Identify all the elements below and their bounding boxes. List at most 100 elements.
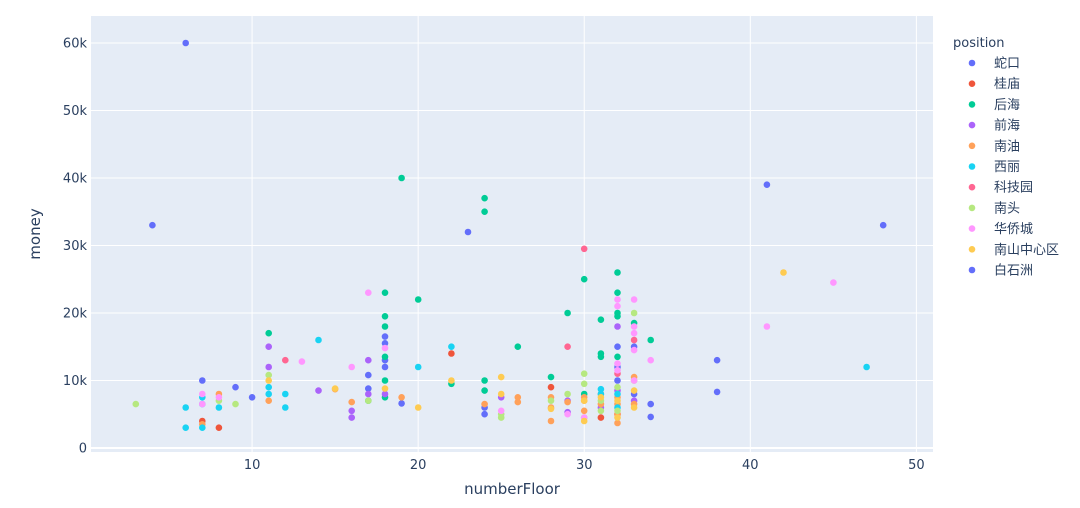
legend-title: position: [953, 36, 1005, 51]
data-point: [265, 363, 273, 371]
data-point: [580, 370, 588, 378]
data-point: [630, 387, 638, 394]
legend-item[interactable]: 白石洲: [968, 263, 1033, 279]
data-point: [597, 394, 605, 401]
data-point: [481, 410, 488, 418]
data-point: [580, 407, 588, 415]
data-point: [630, 336, 638, 344]
data-point: [647, 356, 654, 364]
data-point: [398, 394, 405, 401]
data-point: [481, 377, 488, 384]
data-point: [564, 309, 571, 317]
legend-item[interactable]: 南山中心区: [968, 242, 1059, 258]
data-point: [763, 323, 771, 330]
data-point: [414, 404, 422, 411]
x-tick-label: 20: [410, 458, 427, 473]
data-point: [879, 221, 887, 229]
series-10: [265, 269, 787, 425]
data-point: [763, 181, 771, 188]
data-point: [381, 377, 389, 384]
legend-label: 科技园: [994, 181, 1033, 196]
data-point: [630, 346, 638, 354]
legend-item[interactable]: 西丽: [968, 160, 1020, 175]
data-point: [315, 336, 322, 344]
legend-item[interactable]: 南头: [968, 200, 1020, 216]
data-point: [614, 353, 621, 361]
data-point: [564, 343, 571, 351]
data-point: [614, 397, 621, 405]
legend-marker: [968, 246, 976, 253]
data-point: [614, 407, 621, 415]
data-point: [580, 417, 588, 425]
legend-label: 南头: [994, 200, 1020, 216]
data-point: [298, 358, 306, 365]
x-tick-label: 10: [244, 458, 261, 473]
data-point: [614, 269, 621, 276]
data-point: [448, 350, 455, 357]
data-point: [547, 373, 555, 381]
data-point: [580, 245, 588, 253]
data-point: [265, 397, 273, 405]
data-point: [614, 289, 621, 297]
data-point: [514, 398, 522, 406]
data-point: [381, 323, 389, 330]
data-point: [398, 174, 405, 182]
data-point: [199, 377, 206, 384]
data-point: [215, 394, 223, 401]
data-point: [614, 390, 621, 398]
data-point: [597, 353, 605, 361]
data-point: [381, 333, 389, 340]
data-point: [265, 343, 273, 351]
data-point: [215, 404, 223, 411]
data-point: [630, 404, 638, 411]
data-point: [282, 356, 289, 364]
data-point: [182, 39, 189, 47]
legend-item[interactable]: 后海: [968, 98, 1020, 113]
legend-marker: [968, 266, 976, 274]
data-point: [381, 340, 389, 347]
legend-item[interactable]: 前海: [968, 118, 1020, 134]
data-point: [448, 343, 455, 351]
data-point: [597, 316, 605, 324]
data-point: [630, 377, 638, 384]
data-point: [348, 407, 356, 415]
data-point: [863, 363, 870, 371]
data-point: [614, 302, 621, 310]
legend-item[interactable]: 华侨城: [968, 222, 1033, 237]
data-point: [232, 383, 239, 391]
grid-lines: [91, 16, 933, 452]
legend-marker: [968, 163, 976, 170]
data-point: [348, 414, 356, 421]
data-point: [182, 424, 189, 432]
data-points: [132, 39, 887, 432]
legend-item[interactable]: 桂庙: [968, 77, 1020, 92]
legend-marker: [968, 80, 976, 87]
legend-label: 华侨城: [994, 222, 1033, 237]
data-point: [381, 385, 389, 392]
data-point: [265, 329, 273, 337]
data-point: [315, 387, 322, 394]
data-point: [265, 371, 273, 379]
legend-item[interactable]: 科技园: [968, 181, 1033, 196]
data-point: [580, 275, 588, 283]
data-point: [713, 356, 721, 364]
data-point: [265, 390, 273, 398]
y-axis-ticks: 0 10k 20k 30k 40k 50k 60k: [63, 36, 88, 456]
data-point: [514, 394, 522, 401]
series-7: [282, 245, 638, 378]
data-point: [580, 380, 588, 388]
legend-item[interactable]: 蛇口: [968, 57, 1020, 72]
data-point: [497, 407, 505, 415]
legend-item[interactable]: 南油: [968, 138, 1020, 154]
data-point: [199, 400, 206, 408]
legend-marker: [968, 183, 976, 191]
data-point: [564, 410, 571, 418]
data-point: [614, 360, 621, 367]
legend-label: 南油: [994, 138, 1020, 154]
y-tick-label: 60k: [63, 36, 88, 51]
data-point: [398, 400, 405, 407]
data-point: [630, 296, 638, 303]
